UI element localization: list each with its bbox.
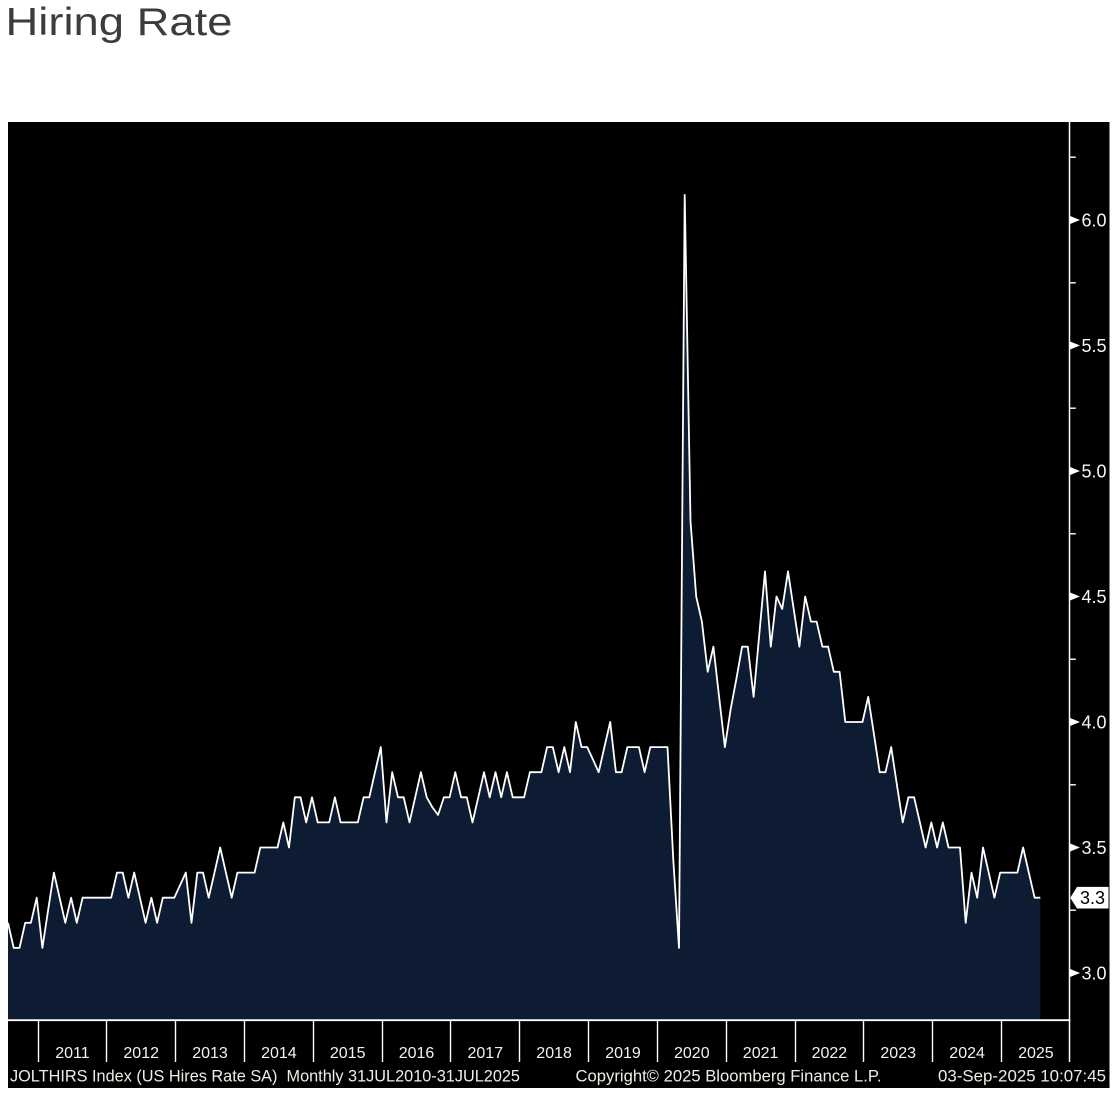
- svg-text:3.0: 3.0: [1082, 964, 1107, 984]
- svg-text:2024: 2024: [949, 1045, 985, 1062]
- svg-text:5.5: 5.5: [1082, 336, 1107, 356]
- svg-text:2019: 2019: [605, 1045, 641, 1062]
- svg-text:4.5: 4.5: [1082, 587, 1107, 607]
- svg-text:2016: 2016: [399, 1045, 435, 1062]
- svg-text:2013: 2013: [192, 1045, 228, 1062]
- svg-text:2017: 2017: [468, 1045, 504, 1062]
- svg-text:5.0: 5.0: [1082, 462, 1107, 482]
- svg-text:2015: 2015: [330, 1045, 366, 1062]
- svg-text:Hiring Rate: Hiring Rate: [6, 1, 233, 44]
- svg-text:2021: 2021: [743, 1045, 779, 1062]
- svg-text:2022: 2022: [812, 1045, 848, 1062]
- svg-text:2025: 2025: [1018, 1045, 1054, 1062]
- svg-text:Copyright© 2025 Bloomberg Fina: Copyright© 2025 Bloomberg Finance L.P.: [576, 1068, 882, 1086]
- svg-text:2012: 2012: [123, 1045, 159, 1062]
- svg-text:2018: 2018: [536, 1045, 572, 1062]
- svg-text:6.0: 6.0: [1082, 211, 1107, 231]
- svg-text:JOLTHIRS Index (US Hires Rate: JOLTHIRS Index (US Hires Rate SA) Monthl…: [10, 1068, 520, 1086]
- svg-text:2020: 2020: [674, 1045, 710, 1062]
- svg-text:03-Sep-2025 10:07:45: 03-Sep-2025 10:07:45: [938, 1068, 1106, 1086]
- svg-text:3.3: 3.3: [1080, 888, 1105, 908]
- svg-text:2011: 2011: [55, 1045, 90, 1062]
- svg-text:2023: 2023: [880, 1045, 916, 1062]
- svg-text:4.0: 4.0: [1082, 713, 1107, 733]
- svg-text:2014: 2014: [261, 1045, 297, 1062]
- svg-text:3.5: 3.5: [1082, 838, 1107, 858]
